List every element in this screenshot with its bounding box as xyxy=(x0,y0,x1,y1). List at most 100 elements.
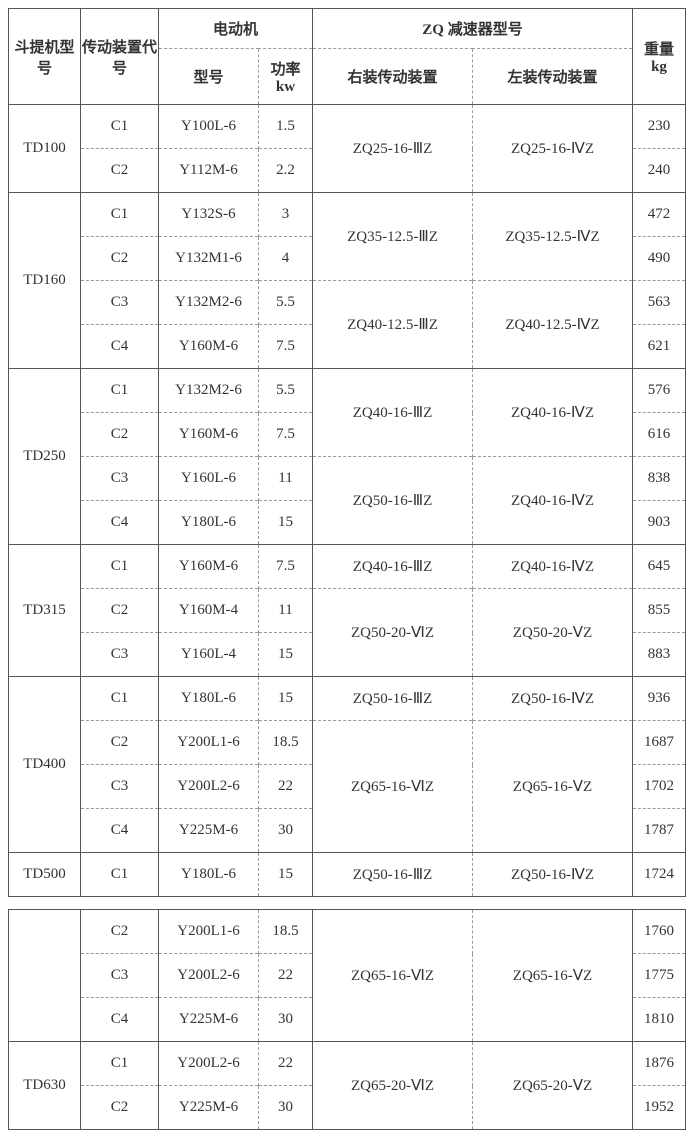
cell-reducer-left: ZQ65-20-ⅤZ xyxy=(473,1042,633,1130)
cell-kw: 7.5 xyxy=(259,413,313,457)
cell-reducer-left: ZQ35-12.5-ⅣZ xyxy=(473,193,633,281)
cell-code: C1 xyxy=(81,193,159,237)
cell-code: C1 xyxy=(81,853,159,897)
table-row: TD100C1Y100L-61.5ZQ25-16-ⅢZZQ25-16-ⅣZ230 xyxy=(9,105,686,149)
cell-reducer-right: ZQ35-12.5-ⅢZ xyxy=(313,193,473,281)
cell-kw: 30 xyxy=(259,998,313,1042)
table-row: C2Y200L1-618.5ZQ65-16-ⅥZZQ65-16-ⅤZ1760 xyxy=(9,910,686,954)
cell-motor: Y100L-6 xyxy=(159,105,259,149)
col-reducer-left: 左装传动装置 xyxy=(473,49,633,105)
cell-motor: Y160M-6 xyxy=(159,545,259,589)
col-motor-group: 电动机 xyxy=(159,9,313,49)
table-row: C3Y132M2-65.5ZQ40-12.5-ⅢZZQ40-12.5-ⅣZ563 xyxy=(9,281,686,325)
cell-code: C2 xyxy=(81,910,159,954)
table-header: 斗提机型号 传动装置代号 电动机 ZQ 减速器型号 重量 kg 型号 功率 kw… xyxy=(9,9,686,105)
cell-motor: Y200L2-6 xyxy=(159,1042,259,1086)
cell-kg: 1876 xyxy=(633,1042,686,1086)
table-row: C3Y160L-611ZQ50-16-ⅢZZQ40-16-ⅣZ838 xyxy=(9,457,686,501)
cell-kw: 22 xyxy=(259,1042,313,1086)
col-motor-model: 型号 xyxy=(159,49,259,105)
cell-model xyxy=(9,910,81,1042)
cell-code: C1 xyxy=(81,545,159,589)
cell-code: C2 xyxy=(81,149,159,193)
cell-motor: Y160M-6 xyxy=(159,325,259,369)
cell-reducer-left: ZQ50-16-ⅣZ xyxy=(473,677,633,721)
cell-motor: Y160L-6 xyxy=(159,457,259,501)
cell-reducer-left: ZQ40-16-ⅣZ xyxy=(473,457,633,545)
cell-code: C4 xyxy=(81,998,159,1042)
cell-model: TD250 xyxy=(9,369,81,545)
cell-motor: Y200L1-6 xyxy=(159,721,259,765)
cell-kg: 621 xyxy=(633,325,686,369)
cell-kg: 472 xyxy=(633,193,686,237)
cell-motor: Y180L-6 xyxy=(159,853,259,897)
cell-kg: 563 xyxy=(633,281,686,325)
cell-code: C1 xyxy=(81,677,159,721)
cell-motor: Y132M2-6 xyxy=(159,281,259,325)
table-row: TD315C1Y160M-67.5ZQ40-16-ⅢZZQ40-16-ⅣZ645 xyxy=(9,545,686,589)
cell-reducer-left: ZQ50-16-ⅣZ xyxy=(473,853,633,897)
cell-kw: 5.5 xyxy=(259,281,313,325)
cell-kw: 30 xyxy=(259,1086,313,1130)
cell-kg: 1724 xyxy=(633,853,686,897)
cell-code: C3 xyxy=(81,954,159,998)
cell-kg: 1810 xyxy=(633,998,686,1042)
cell-code: C2 xyxy=(81,589,159,633)
cell-kg: 645 xyxy=(633,545,686,589)
cell-kg: 838 xyxy=(633,457,686,501)
cell-kw: 18.5 xyxy=(259,910,313,954)
cell-kw: 15 xyxy=(259,501,313,545)
cell-code: C1 xyxy=(81,1042,159,1086)
cell-kg: 883 xyxy=(633,633,686,677)
cell-kg: 616 xyxy=(633,413,686,457)
table-body-1: TD100C1Y100L-61.5ZQ25-16-ⅢZZQ25-16-ⅣZ230… xyxy=(9,105,686,897)
cell-code: C2 xyxy=(81,721,159,765)
cell-kw: 30 xyxy=(259,809,313,853)
cell-kg: 936 xyxy=(633,677,686,721)
cell-kw: 11 xyxy=(259,589,313,633)
cell-kg: 1687 xyxy=(633,721,686,765)
cell-motor: Y160L-4 xyxy=(159,633,259,677)
cell-reducer-left: ZQ65-16-ⅤZ xyxy=(473,910,633,1042)
cell-motor: Y200L2-6 xyxy=(159,954,259,998)
col-motor-power: 功率 kw xyxy=(259,49,313,105)
cell-kg: 230 xyxy=(633,105,686,149)
col-weight: 重量 kg xyxy=(633,9,686,105)
cell-model: TD400 xyxy=(9,677,81,853)
cell-code: C2 xyxy=(81,1086,159,1130)
table-row: TD160C1Y132S-63ZQ35-12.5-ⅢZZQ35-12.5-ⅣZ4… xyxy=(9,193,686,237)
table-body-2: C2Y200L1-618.5ZQ65-16-ⅥZZQ65-16-ⅤZ1760C3… xyxy=(9,910,686,1130)
cell-code: C4 xyxy=(81,809,159,853)
cell-kg: 1775 xyxy=(633,954,686,998)
cell-kw: 11 xyxy=(259,457,313,501)
cell-kw: 3 xyxy=(259,193,313,237)
cell-motor: Y112M-6 xyxy=(159,149,259,193)
cell-code: C2 xyxy=(81,237,159,281)
cell-motor: Y160M-6 xyxy=(159,413,259,457)
cell-reducer-right: ZQ65-16-ⅥZ xyxy=(313,721,473,853)
cell-kg: 903 xyxy=(633,501,686,545)
cell-kw: 15 xyxy=(259,853,313,897)
cell-code: C4 xyxy=(81,501,159,545)
cell-reducer-right: ZQ50-16-ⅢZ xyxy=(313,677,473,721)
cell-kw: 15 xyxy=(259,677,313,721)
cell-reducer-left: ZQ40-12.5-ⅣZ xyxy=(473,281,633,369)
cell-code: C3 xyxy=(81,457,159,501)
cell-motor: Y225M-6 xyxy=(159,1086,259,1130)
cell-code: C2 xyxy=(81,413,159,457)
cell-code: C3 xyxy=(81,765,159,809)
cell-motor: Y132S-6 xyxy=(159,193,259,237)
cell-kw: 1.5 xyxy=(259,105,313,149)
cell-kw: 18.5 xyxy=(259,721,313,765)
table-row: TD250C1Y132M2-65.5ZQ40-16-ⅢZZQ40-16-ⅣZ57… xyxy=(9,369,686,413)
cell-reducer-right: ZQ40-16-ⅢZ xyxy=(313,545,473,589)
cell-kw: 7.5 xyxy=(259,325,313,369)
cell-motor: Y180L-6 xyxy=(159,677,259,721)
cell-reducer-left: ZQ50-20-ⅤZ xyxy=(473,589,633,677)
spec-table-1: 斗提机型号 传动装置代号 电动机 ZQ 减速器型号 重量 kg 型号 功率 kw… xyxy=(8,8,686,897)
cell-kg: 490 xyxy=(633,237,686,281)
cell-kw: 5.5 xyxy=(259,369,313,413)
cell-code: C1 xyxy=(81,369,159,413)
cell-kg: 855 xyxy=(633,589,686,633)
cell-kg: 240 xyxy=(633,149,686,193)
